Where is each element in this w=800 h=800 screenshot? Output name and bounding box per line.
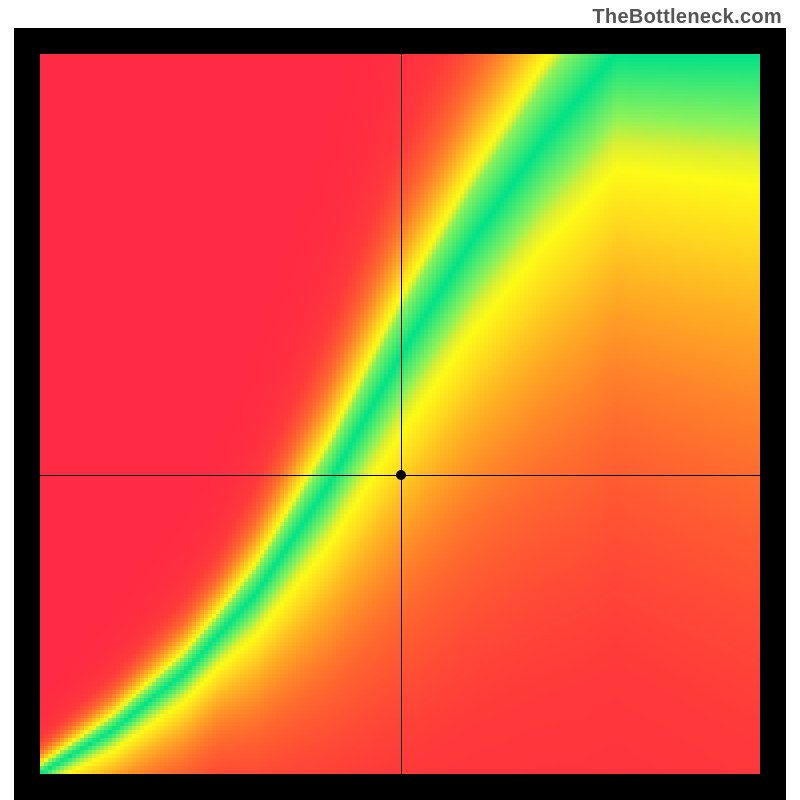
crosshair-vertical bbox=[401, 54, 402, 774]
brand-label: TheBottleneck.com bbox=[592, 6, 782, 29]
heatmap-plot bbox=[40, 54, 760, 774]
crosshair-marker bbox=[396, 470, 406, 480]
chart-container: TheBottleneck.com bbox=[0, 0, 800, 800]
chart-frame bbox=[14, 28, 786, 800]
